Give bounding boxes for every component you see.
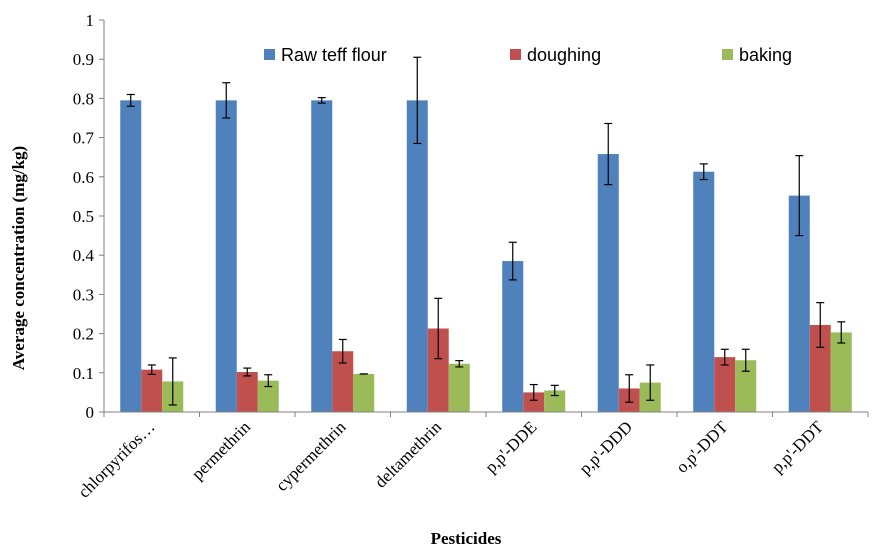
y-tick-label: 1 bbox=[86, 11, 95, 30]
category-label: o,p'-DDT bbox=[672, 417, 732, 477]
bar bbox=[830, 332, 852, 412]
bar bbox=[502, 261, 524, 412]
category-labels: chlorpyrifos… permethrin cypermethrin delta… bbox=[74, 417, 827, 502]
legend-swatch bbox=[722, 49, 733, 60]
category-label: cypermethrin bbox=[272, 417, 350, 495]
legend-label: baking bbox=[739, 45, 792, 65]
bar bbox=[311, 100, 333, 413]
error-bars bbox=[126, 56, 846, 406]
bar bbox=[257, 380, 279, 412]
bar bbox=[332, 351, 354, 412]
category-label: p,p'-DDT bbox=[768, 417, 828, 477]
y-tick-label: 0 bbox=[86, 403, 95, 422]
bar bbox=[353, 373, 375, 412]
y-tick-label: 0.7 bbox=[73, 129, 95, 148]
bar bbox=[215, 100, 237, 413]
bar bbox=[809, 324, 831, 412]
y-tick-label: 0.8 bbox=[73, 89, 94, 108]
x-axis-ticks bbox=[103, 412, 869, 417]
legend-swatch bbox=[510, 49, 521, 60]
y-tick-label: 0.6 bbox=[73, 168, 94, 187]
legend-label: doughing bbox=[527, 45, 601, 65]
category-label: deltamethrin bbox=[371, 417, 446, 492]
category-label: p,p'-DDD bbox=[575, 417, 636, 478]
bar bbox=[735, 360, 757, 412]
bars bbox=[120, 100, 852, 413]
bar bbox=[523, 392, 545, 412]
legend-swatch bbox=[264, 49, 275, 60]
category-label: p,p'-DDE bbox=[481, 417, 540, 476]
bar bbox=[788, 195, 810, 412]
bar bbox=[448, 363, 470, 412]
x-axis-title: Pesticides bbox=[431, 529, 502, 547]
bar bbox=[693, 171, 715, 412]
y-axis-ticks: 0 0.1 0.2 0.3 0.4 0.5 0.6 0.7 0.8 0.9 1 bbox=[73, 11, 104, 422]
y-tick-label: 0.9 bbox=[73, 50, 94, 69]
category-label: chlorpyrifos… bbox=[74, 417, 158, 501]
y-tick-label: 0.5 bbox=[73, 207, 94, 226]
y-tick-label: 0.2 bbox=[73, 325, 94, 344]
bar bbox=[597, 154, 619, 412]
legend: Raw teff flour doughing baking bbox=[264, 45, 792, 65]
y-tick-label: 0.3 bbox=[73, 285, 94, 304]
category-label: permethrin bbox=[188, 417, 255, 484]
bar bbox=[714, 357, 736, 412]
bar bbox=[141, 369, 163, 412]
bar bbox=[236, 372, 258, 412]
legend-label: Raw teff flour bbox=[281, 45, 387, 65]
y-tick-label: 0.4 bbox=[73, 246, 95, 265]
bar bbox=[120, 100, 142, 413]
bar bbox=[544, 390, 566, 412]
bar bbox=[427, 328, 449, 412]
y-tick-label: 0.1 bbox=[73, 364, 94, 383]
bar bbox=[406, 100, 428, 413]
y-axis-title: Average concentration (mg/kg) bbox=[9, 146, 28, 370]
